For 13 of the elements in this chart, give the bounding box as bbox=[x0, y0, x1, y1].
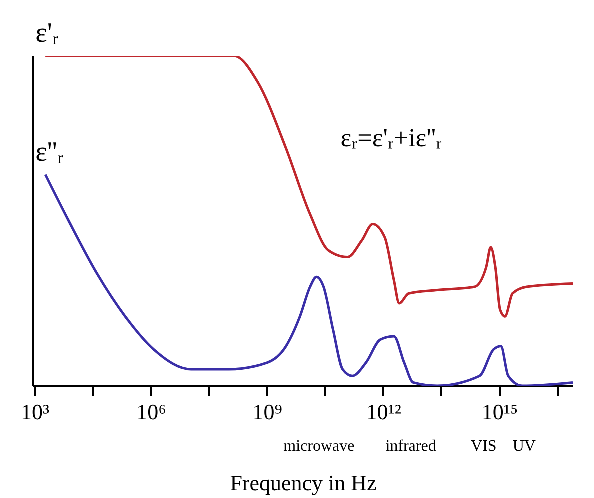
x-tick-label: 10³ bbox=[20, 400, 50, 424]
x-tick-label: 10⁶ bbox=[136, 400, 166, 424]
x-axis-title: Frequency in Hz bbox=[230, 470, 378, 496]
text: VIS bbox=[471, 438, 497, 455]
x-tick-label: 10¹² bbox=[366, 400, 402, 424]
text: infrared bbox=[386, 438, 436, 455]
series-label: ε'ᵣ bbox=[36, 18, 59, 49]
x-tick-label: 10¹⁵ bbox=[482, 400, 518, 424]
text: microwave bbox=[284, 438, 355, 455]
annotation: εᵣ=ε'ᵣ+iε''ᵣ bbox=[340, 124, 442, 152]
x-tick-label: 10⁹ bbox=[252, 400, 283, 424]
text: UV bbox=[512, 438, 536, 455]
series-label: ε''ᵣ bbox=[36, 136, 64, 168]
